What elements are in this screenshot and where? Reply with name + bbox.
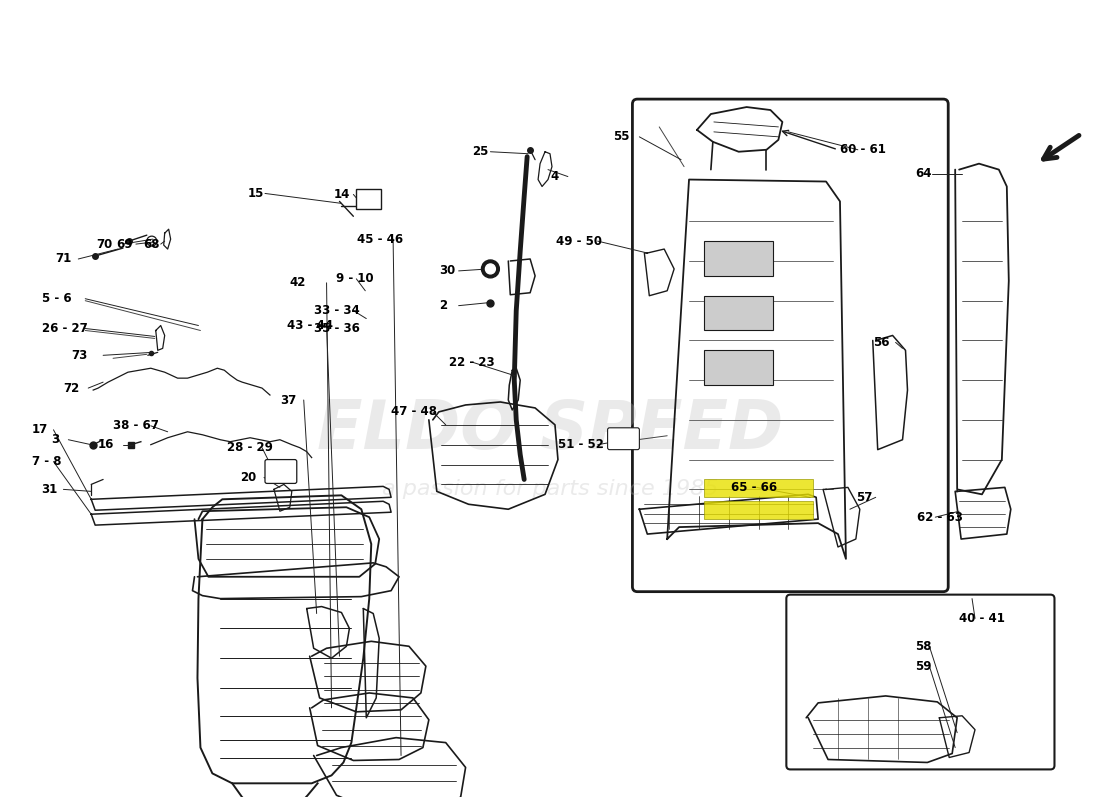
Text: 2: 2 [439,299,447,312]
Text: ELDO SPEED: ELDO SPEED [317,397,783,462]
FancyBboxPatch shape [786,594,1055,770]
Text: 7 - 8: 7 - 8 [32,455,62,468]
Text: 17: 17 [32,423,48,436]
Text: 31: 31 [42,483,58,496]
Text: 26 - 27: 26 - 27 [42,322,87,335]
Circle shape [485,264,495,274]
Text: 40 - 41: 40 - 41 [959,612,1005,625]
Text: 59: 59 [915,660,932,673]
Text: 30: 30 [439,265,455,278]
Text: 16: 16 [98,438,114,451]
Text: 35 - 36: 35 - 36 [314,322,360,335]
Text: 37: 37 [279,394,296,406]
Text: 45 - 46: 45 - 46 [358,233,404,246]
FancyBboxPatch shape [265,459,297,483]
Text: 33 - 34: 33 - 34 [314,304,360,317]
Text: 47 - 48: 47 - 48 [392,406,437,418]
Text: 15: 15 [249,187,264,200]
Text: 51 - 52: 51 - 52 [558,438,604,451]
Text: 55: 55 [614,130,630,143]
FancyBboxPatch shape [607,428,639,450]
Text: 73: 73 [72,349,88,362]
Text: 20: 20 [240,471,256,484]
Bar [356,190,382,210]
Text: a passion for parts since 1985: a passion for parts since 1985 [382,479,718,499]
Text: 42: 42 [289,276,306,290]
Text: 62 - 63: 62 - 63 [917,510,964,524]
Bar [704,479,813,498]
Text: 5 - 6: 5 - 6 [42,292,72,306]
Text: 64: 64 [915,167,932,180]
Text: 69: 69 [116,238,132,250]
Text: 9 - 10: 9 - 10 [337,272,374,286]
Text: 57: 57 [856,491,872,504]
Text: 60 - 61: 60 - 61 [840,143,886,156]
Text: 49 - 50: 49 - 50 [556,234,602,248]
Text: 4: 4 [550,170,558,183]
Text: 3: 3 [52,434,59,446]
FancyBboxPatch shape [632,99,948,592]
Text: 22 - 23: 22 - 23 [449,356,494,369]
Text: 14: 14 [333,188,350,201]
Text: 25: 25 [473,146,488,158]
Text: 58: 58 [915,640,932,653]
Text: 28 - 29: 28 - 29 [228,441,273,454]
Bar [704,241,773,276]
Text: 71: 71 [55,253,72,266]
Text: 68: 68 [143,238,160,250]
Text: 43 - 44: 43 - 44 [287,319,333,332]
Circle shape [482,260,499,278]
Text: 72: 72 [64,382,79,394]
Text: 70: 70 [96,238,112,250]
Text: 65 - 66: 65 - 66 [730,481,777,494]
Bar [704,296,773,330]
Text: 38 - 67: 38 - 67 [113,419,158,432]
Bar [704,502,813,519]
Bar [704,350,773,385]
Text: 56: 56 [872,336,889,349]
